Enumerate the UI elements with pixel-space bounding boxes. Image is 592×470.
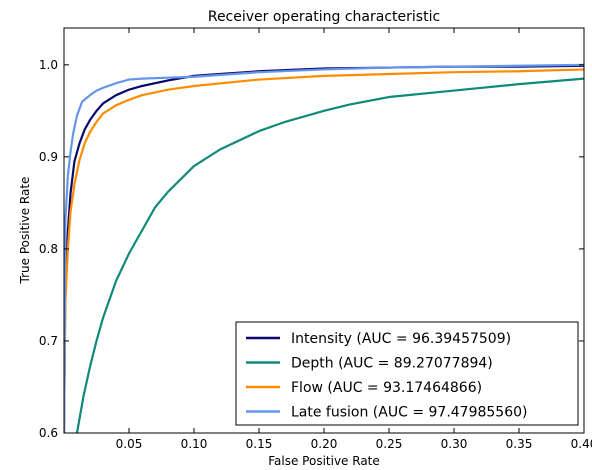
series-layer — [64, 63, 584, 433]
x-tick-label: 0.20 — [311, 437, 338, 451]
series-line-2 — [75, 77, 584, 433]
legend-label: Depth (AUC = 89.27077894) — [291, 356, 493, 372]
series-line-3 — [64, 68, 584, 433]
y-axis-label: True Positive Rate — [18, 177, 32, 285]
y-tick-label: 0.6 — [39, 426, 58, 440]
x-tick-label: 0.15 — [246, 437, 273, 451]
chart-title: Receiver operating characteristic — [208, 9, 440, 25]
legend-label: Flow (AUC = 93.17464866) — [291, 380, 482, 396]
legend-items: Intensity (AUC = 96.39457509) Depth (AUC … — [246, 331, 527, 421]
x-axis-ticks: 0.05 0.10 0.15 0.20 0.25 0.30 0.35 0.40 — [116, 28, 592, 451]
y-tick-label: 0.7 — [39, 334, 58, 348]
x-tick-label: 0.05 — [116, 437, 143, 451]
series-line-4 — [64, 63, 584, 433]
x-tick-label: 0.25 — [376, 437, 403, 451]
y-tick-label: 1.0 — [39, 58, 58, 72]
x-tick-label: 0.30 — [441, 437, 468, 451]
legend-box — [235, 321, 579, 426]
x-tick-label: 0.40 — [571, 437, 592, 451]
y-tick-label: 0.9 — [39, 150, 58, 164]
x-tick-label: 0.10 — [181, 437, 208, 451]
legend-label: Late fusion (AUC = 97.47985560) — [291, 405, 527, 421]
y-tick-label: 0.8 — [39, 242, 58, 256]
y-axis-ticks: 0.6 0.7 0.8 0.9 1.0 — [39, 58, 584, 440]
legend-label: Intensity (AUC = 96.39457509) — [291, 331, 511, 347]
x-axis-label: False Positive Rate — [268, 454, 380, 468]
x-tick-label: 0.35 — [506, 437, 533, 451]
legend: Intensity (AUC = 96.39457509) Depth (AUC … — [235, 321, 579, 426]
